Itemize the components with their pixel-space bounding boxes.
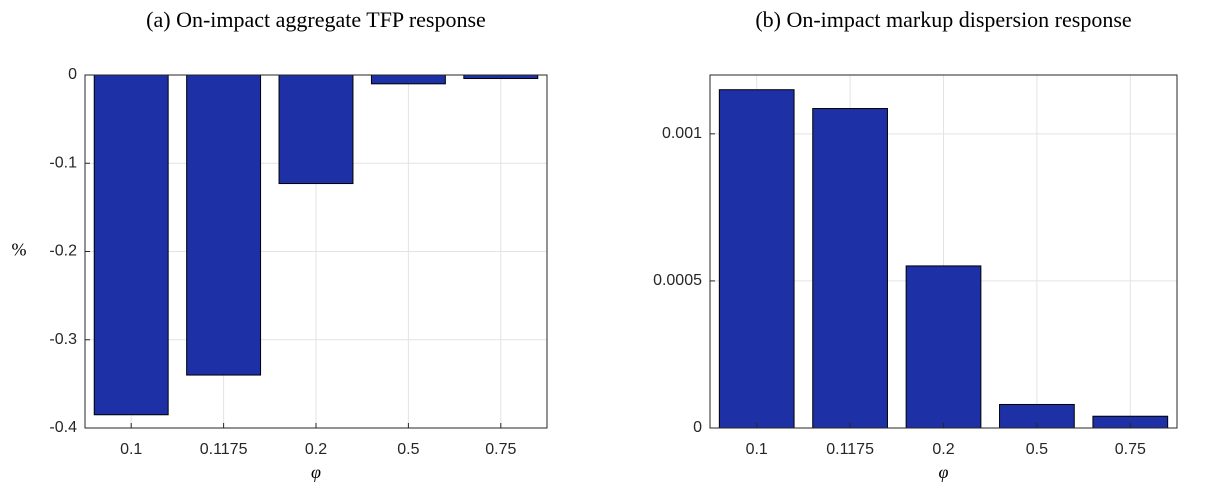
- x-tick-label: 0.75: [485, 441, 516, 458]
- y-tick-label: 0: [693, 419, 702, 436]
- axes-box: [84, 74, 548, 429]
- axes-box: [709, 74, 1178, 429]
- x-tick-label: 0.1: [120, 441, 142, 458]
- bar: [278, 74, 354, 185]
- y-tick-label: 0: [68, 66, 77, 83]
- x-tick-label: 0.75: [1115, 441, 1146, 458]
- x-tick-label: 0.5: [1026, 441, 1048, 458]
- bar: [93, 74, 169, 416]
- x-tick-label: 0.2: [932, 441, 954, 458]
- x-tick-label: 0.1175: [200, 441, 248, 458]
- y-tick-label: 0.0005: [653, 272, 702, 289]
- y-tick-label: -0.4: [49, 419, 77, 436]
- y-tick-label: -0.1: [49, 154, 77, 171]
- chart-title: (a) On-impact aggregate TFP response: [146, 7, 486, 32]
- y-tick-label: -0.2: [49, 243, 77, 260]
- y-axis-label: %: [12, 240, 27, 260]
- x-tick-label: 0.2: [305, 441, 327, 458]
- x-axis-label: φ: [939, 462, 949, 482]
- x-tick-label: 0.1: [746, 441, 768, 458]
- y-tick-label: -0.3: [49, 331, 77, 348]
- bar: [370, 74, 446, 85]
- bar: [718, 89, 795, 429]
- bar: [905, 265, 982, 429]
- bar: [812, 108, 888, 429]
- x-tick-label: 0.1175: [826, 441, 874, 458]
- y-tick-label: 0.001: [662, 125, 702, 142]
- x-axis-label: φ: [311, 462, 321, 482]
- bar: [186, 74, 262, 376]
- bar: [463, 74, 539, 80]
- chart-title: (b) On-impact markup dispersion response: [755, 7, 1131, 32]
- x-tick-label: 0.5: [397, 441, 419, 458]
